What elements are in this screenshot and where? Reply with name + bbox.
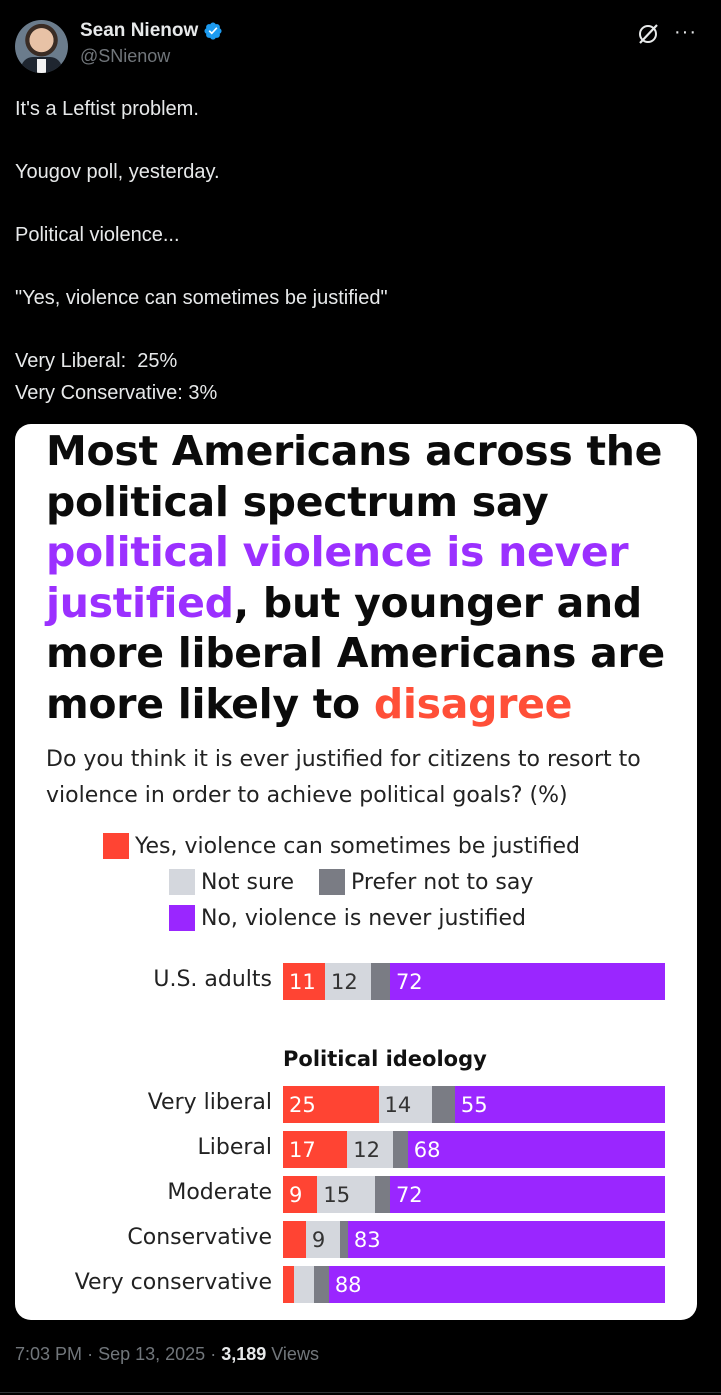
headline-part: Most Americans across the political spec… bbox=[46, 427, 663, 526]
more-icon[interactable]: ··· bbox=[674, 21, 697, 43]
tweet-time[interactable]: 7:03 PM bbox=[15, 1344, 83, 1364]
data-label: 83 bbox=[353, 1227, 381, 1252]
author-handle[interactable]: @SNienow bbox=[80, 46, 171, 66]
bar-segment-no: 83 bbox=[347, 1221, 665, 1258]
tweet-date[interactable]: Sep 13, 2025 bbox=[98, 1344, 206, 1364]
bar-segment-not-sure: 14 bbox=[378, 1086, 432, 1123]
tweet-line bbox=[15, 126, 705, 158]
bar-segment-not-sure: 12 bbox=[347, 1131, 393, 1168]
tweet-line: Very Conservative: 3% bbox=[15, 381, 218, 404]
legend-label-no: No, violence is never justified bbox=[201, 905, 526, 931]
legend-label-yes: Yes, violence can sometimes be justified bbox=[135, 833, 580, 859]
tweet-text: It's a Leftist problem. Yougov poll, yest… bbox=[15, 94, 705, 409]
bar-segment-prefer-not bbox=[431, 1086, 455, 1123]
bar-segment-prefer-not bbox=[374, 1176, 390, 1213]
tweet-line bbox=[15, 189, 705, 221]
bar-segment-no: 72 bbox=[389, 1176, 665, 1213]
data-label: 55 bbox=[460, 1092, 488, 1117]
bar-segment-not-sure bbox=[294, 1266, 314, 1303]
tweet-line: Yougov poll, yesterday. bbox=[15, 161, 220, 183]
poll-chart-image[interactable]: Most Americans across the political spec… bbox=[15, 424, 697, 1320]
legend-swatch-yes bbox=[103, 833, 129, 859]
views-count: 3,189 bbox=[221, 1344, 267, 1364]
data-label: 15 bbox=[323, 1182, 351, 1207]
headline-part: disagree bbox=[373, 679, 573, 728]
bar-segment-no: 55 bbox=[454, 1086, 665, 1123]
bar-segment-yes: 11 bbox=[283, 963, 326, 1000]
bar-segment-prefer-not bbox=[313, 1266, 329, 1303]
bar-segment-prefer-not bbox=[370, 963, 390, 1000]
bar-segment-yes bbox=[283, 1221, 306, 1258]
headline-part: , but younger and more liberal Americans… bbox=[46, 578, 665, 728]
bar-segment-prefer-not bbox=[392, 1131, 408, 1168]
stacked-bar: 11 12 72 bbox=[283, 963, 665, 1000]
tweet-line bbox=[15, 315, 705, 347]
data-label: 12 bbox=[331, 969, 358, 994]
row-label: Moderate bbox=[167, 1180, 272, 1205]
tweet-line: "Yes, violence can sometimes be justifie… bbox=[15, 287, 388, 309]
data-label: 68 bbox=[413, 1137, 441, 1162]
legend-prefer-not: Prefer not to say bbox=[319, 869, 533, 895]
legend-no: No, violence is never justified bbox=[169, 905, 526, 931]
bar-segment-yes: 17 bbox=[283, 1131, 348, 1168]
data-label: 72 bbox=[395, 969, 423, 994]
author-name[interactable]: Sean Nienow bbox=[80, 20, 199, 41]
headline-part: political violence is never justified bbox=[46, 528, 629, 627]
data-label: 12 bbox=[353, 1137, 381, 1162]
legend-not-sure: Not sure bbox=[169, 869, 294, 895]
divider bbox=[0, 1392, 721, 1393]
chart-question: Do you think it is ever justified for ci… bbox=[46, 747, 641, 808]
bar-segment-not-sure: 12 bbox=[325, 963, 371, 1000]
row-label: Very conservative bbox=[74, 1270, 272, 1295]
data-label: 14 bbox=[384, 1092, 412, 1117]
data-label: 17 bbox=[289, 1137, 316, 1162]
bar-segment-yes bbox=[283, 1266, 295, 1303]
stacked-bar: 9 15 72 bbox=[283, 1176, 665, 1213]
stacked-bar: 9 83 bbox=[283, 1221, 665, 1258]
footer-dot: · bbox=[210, 1344, 222, 1364]
data-label: 11 bbox=[289, 969, 316, 994]
stacked-bar: 17 12 68 bbox=[283, 1131, 665, 1168]
tweet-line: It's a Leftist problem. bbox=[15, 98, 199, 120]
data-label: 72 bbox=[395, 1182, 423, 1207]
tweet-footer: 7:03 PM · Sep 13, 2025 · 3,189 Views bbox=[15, 1344, 319, 1365]
legend-swatch-not-sure bbox=[169, 869, 195, 895]
data-label: 88 bbox=[334, 1272, 362, 1297]
author-block: Sean Nienow @SNienow bbox=[80, 20, 223, 67]
bar-segment-yes: 25 bbox=[283, 1086, 379, 1123]
row-label: U.S. adults bbox=[153, 967, 272, 992]
data-label: 9 bbox=[289, 1182, 303, 1207]
author-avatar[interactable] bbox=[15, 20, 68, 73]
legend-swatch-no bbox=[169, 905, 195, 931]
row-label: Very liberal bbox=[147, 1090, 272, 1115]
stacked-bar: 88 bbox=[283, 1266, 665, 1303]
stacked-bar: 25 14 55 bbox=[283, 1086, 665, 1123]
tweet-line: Political violence... bbox=[15, 224, 180, 246]
views-label: Views bbox=[271, 1344, 319, 1364]
legend-yes: Yes, violence can sometimes be justified bbox=[103, 833, 580, 859]
legend-label-prefer-not: Prefer not to say bbox=[351, 869, 534, 895]
verified-badge-icon bbox=[204, 22, 222, 40]
bar-segment-no: 88 bbox=[328, 1266, 665, 1303]
tweet-line bbox=[15, 252, 705, 284]
row-label: Liberal bbox=[197, 1135, 272, 1160]
bar-segment-yes: 9 bbox=[283, 1176, 318, 1213]
chart-headline: Most Americans across the political spec… bbox=[46, 426, 686, 729]
section-title: Political ideology bbox=[283, 1047, 487, 1071]
bar-segment-no: 68 bbox=[407, 1131, 665, 1168]
bar-segment-no: 72 bbox=[389, 963, 665, 1000]
bar-segment-not-sure: 9 bbox=[305, 1221, 341, 1258]
data-label: 9 bbox=[311, 1227, 326, 1252]
data-label: 25 bbox=[289, 1092, 316, 1117]
grok-icon[interactable] bbox=[636, 22, 660, 46]
legend-label-not-sure: Not sure bbox=[201, 869, 295, 895]
row-label: Conservative bbox=[127, 1225, 272, 1250]
footer-dot: · bbox=[87, 1344, 99, 1364]
bar-segment-not-sure: 15 bbox=[317, 1176, 375, 1213]
bar-segment-prefer-not bbox=[340, 1221, 348, 1258]
legend-swatch-prefer-not bbox=[319, 869, 345, 895]
tweet-line: Very Liberal: 25% bbox=[15, 350, 178, 372]
